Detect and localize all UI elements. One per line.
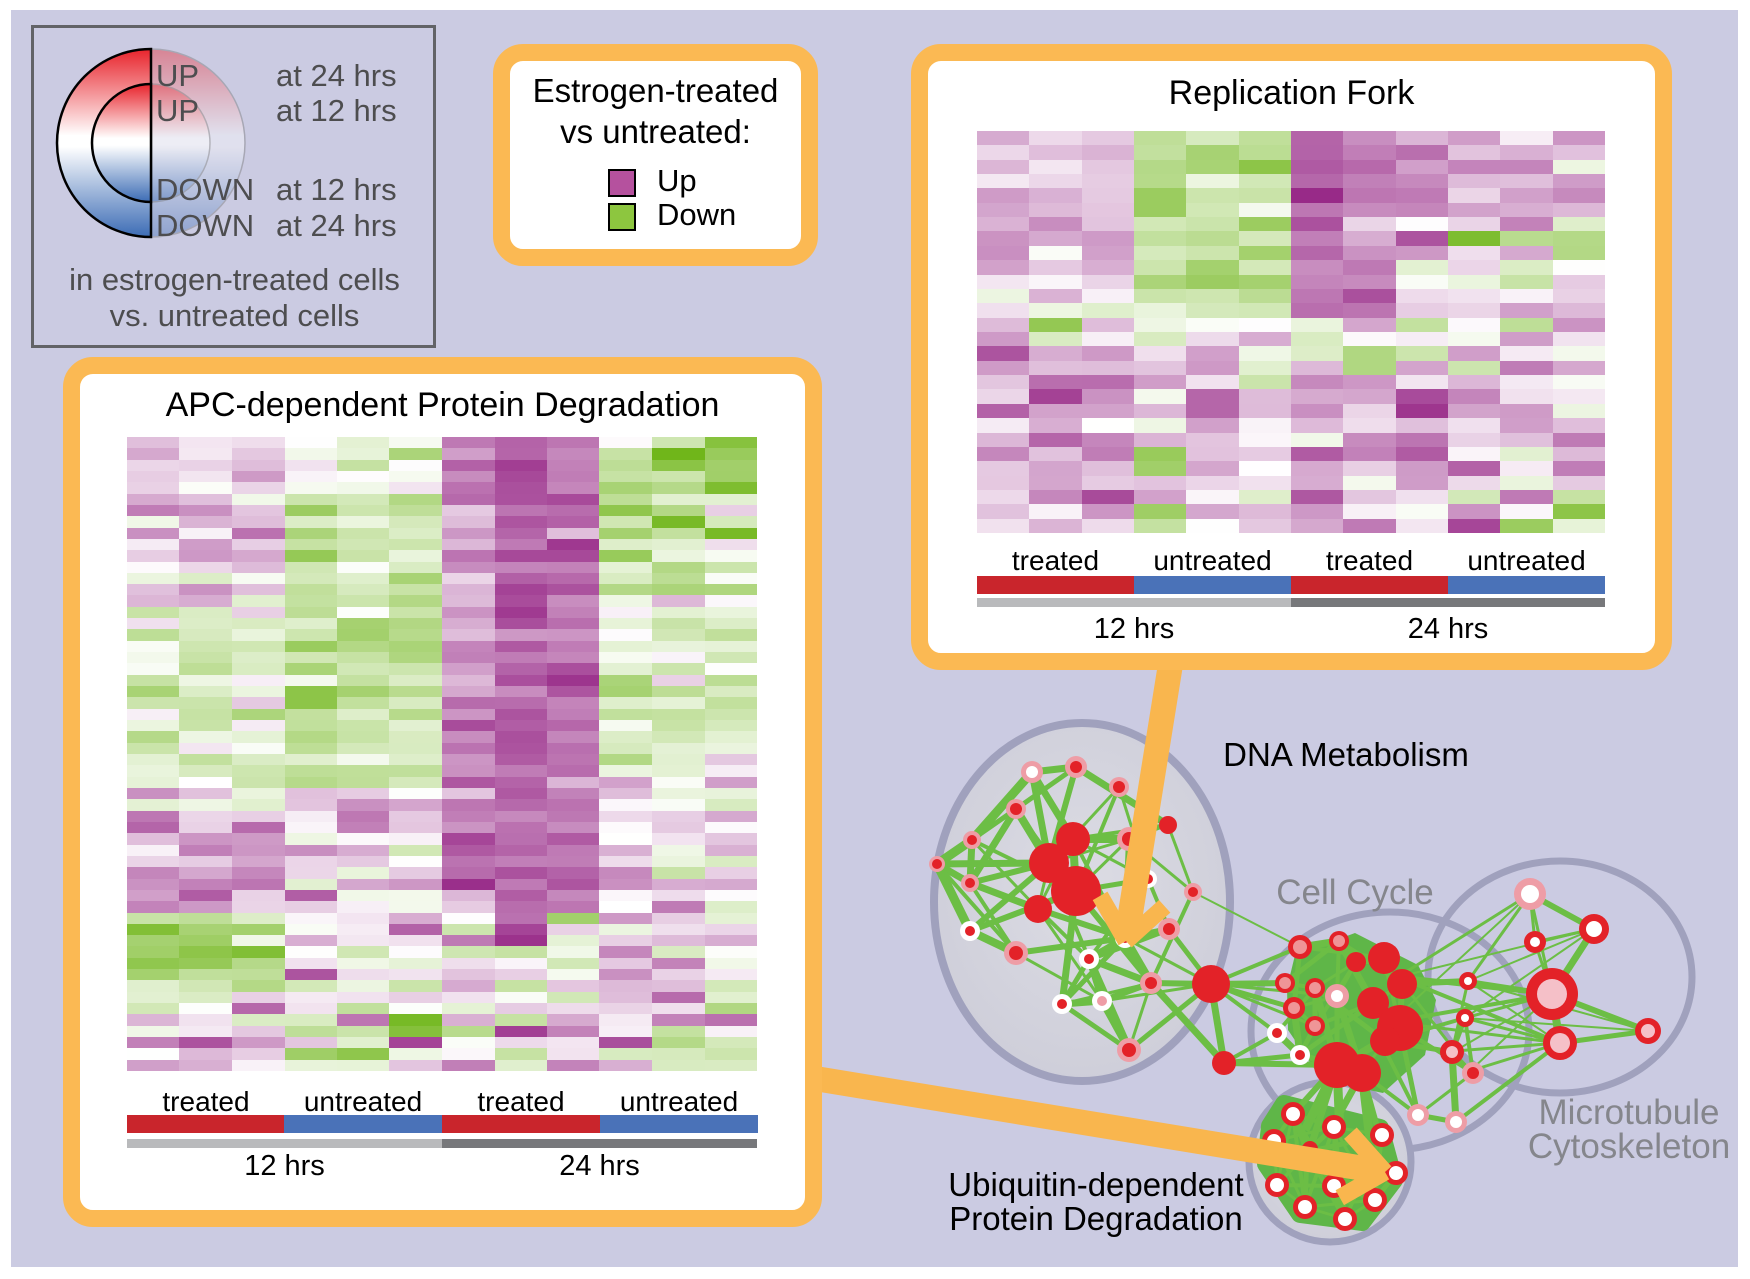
svg-text:DNA Metabolism: DNA Metabolism [1223, 736, 1469, 773]
svg-text:Cytoskeleton: Cytoskeleton [1528, 1127, 1730, 1166]
svg-text:Microtubule: Microtubule [1539, 1093, 1720, 1132]
svg-text:Ubiquitin-dependent: Ubiquitin-dependent [948, 1166, 1243, 1203]
svg-text:Protein Degradation: Protein Degradation [949, 1200, 1243, 1237]
svg-text:Cell Cycle: Cell Cycle [1276, 873, 1434, 912]
